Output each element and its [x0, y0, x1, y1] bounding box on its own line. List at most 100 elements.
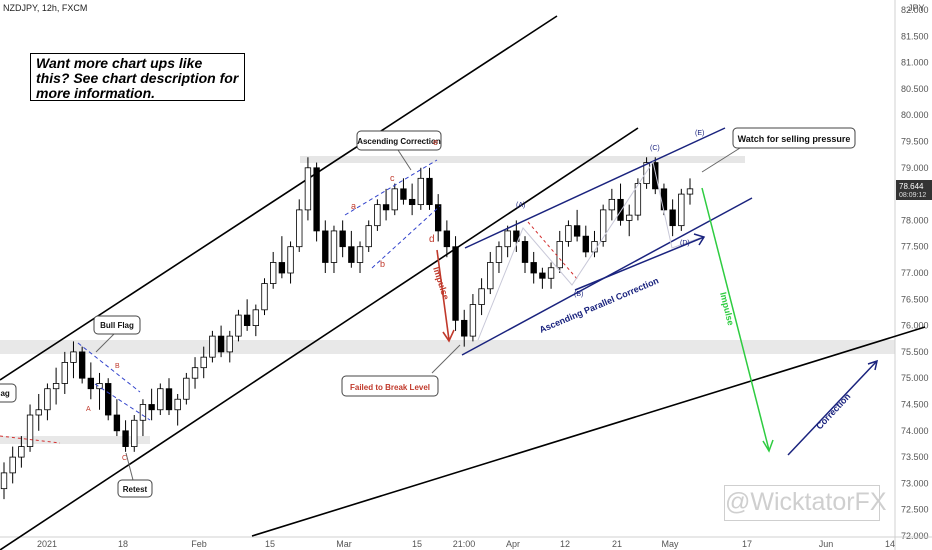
candle-up [643, 162, 650, 184]
retest-label: Retest [123, 485, 148, 494]
candle-up [44, 388, 51, 411]
candle-up [26, 414, 34, 447]
price-tick-label: 74.000 [901, 426, 929, 436]
apc-arrow [574, 236, 705, 291]
candle-up [391, 188, 398, 211]
candle-up [626, 214, 633, 221]
sub-a: a [351, 201, 356, 211]
bull-flag-box [93, 315, 141, 335]
failed-label: Failed to Break Level [350, 383, 430, 392]
retest-pointer [125, 452, 134, 481]
chart-title: NZDJPY, 12h, FXCM [3, 3, 87, 13]
price-tick-label: 72.000 [901, 531, 929, 541]
candle-up [35, 409, 42, 416]
candle-down [539, 272, 546, 279]
candle-up [70, 351, 77, 363]
candle-down [382, 204, 390, 211]
lower-trend-line [251, 326, 926, 537]
time-tick-label: 21:00 [453, 539, 476, 549]
wave-A: (A) [516, 202, 525, 209]
time-tick-label: May [661, 539, 679, 549]
candle-up [304, 167, 312, 211]
candle-up [556, 241, 563, 269]
wave-C: (C) [650, 145, 660, 152]
candle-up [487, 262, 494, 290]
apc-arrow-head [693, 233, 706, 246]
price-tick-label: 72.500 [901, 505, 929, 515]
price-tick-label: 80.500 [901, 84, 929, 94]
candle-down [617, 198, 624, 221]
candle-down [278, 262, 286, 274]
price-tick-label: 76.000 [901, 321, 929, 331]
candle-up [226, 335, 233, 353]
price-tick-label: 77.500 [901, 242, 929, 252]
flag-label: lag [0, 389, 10, 398]
candle-up [139, 404, 147, 421]
price-tick-label: 77.000 [901, 268, 929, 278]
asc-correction-box [356, 130, 442, 151]
price-tick-label: 79.500 [901, 137, 929, 147]
info-note: Want more chart ups like this? See chart… [30, 53, 245, 101]
candle-down [461, 319, 468, 337]
candle-down [122, 430, 129, 447]
time-tick-label: 15 [412, 539, 422, 549]
candle-up [478, 288, 485, 305]
apc-top-line [464, 127, 726, 249]
time-tick-label: 17 [742, 539, 752, 549]
flag-box [0, 383, 17, 403]
candle-down [434, 204, 442, 232]
candle-up [174, 398, 181, 411]
candle-up [252, 309, 260, 327]
red-dash-2 [527, 221, 579, 281]
sub-e: e [433, 137, 438, 147]
candle-down [408, 198, 416, 206]
watermark: @WicktatorFX [724, 485, 887, 521]
candle-up [365, 225, 372, 248]
support-zone [0, 340, 895, 354]
candle-down [660, 188, 668, 211]
candle-up [469, 304, 477, 337]
candle-down [313, 167, 320, 232]
correction-label: Correction [814, 391, 852, 431]
price-tick-label: 78.000 [901, 215, 929, 225]
sub-c: c [390, 173, 395, 183]
candle-down [452, 246, 459, 321]
price-tick-label: 75.000 [901, 373, 929, 383]
correction-arrow [787, 361, 877, 456]
price-tick-label: 73.500 [901, 452, 929, 462]
mid-channel-line [0, 127, 639, 550]
price-tick-label: 74.500 [901, 400, 929, 410]
watch-pointer [701, 147, 741, 173]
candle-up [9, 456, 16, 474]
candle-up [191, 367, 199, 379]
price-axis: 82.000 81.500 81.000 80.500 80.000 79.500 79.0… [901, 5, 929, 541]
price-tick-label: 81.000 [901, 58, 929, 68]
price-tick-label: 82.000 [901, 5, 929, 15]
candle-up [209, 335, 216, 358]
candle-up [61, 362, 68, 384]
candle-up [52, 383, 60, 390]
candle-down [148, 404, 155, 411]
candle-up [678, 193, 685, 227]
candle-up [634, 183, 642, 216]
impulse-red-label: Impulse [431, 266, 451, 301]
bull-flag-label: Bull Flag [100, 321, 134, 330]
time-axis: 2021 18 Feb 15 Mar 15 21:00 Apr 12 21 May 17 Jun 14 [0, 536, 932, 549]
apc-label: Ascending Parallel Correction [538, 275, 660, 334]
watch-label: Watch for selling pressure [738, 134, 851, 144]
candle-up [183, 377, 190, 400]
bull-flag-bottom [94, 383, 151, 421]
time-tick-label: 12 [560, 539, 570, 549]
sub-b: b [380, 259, 385, 269]
red-dash-1 [0, 435, 61, 444]
candle-down [87, 377, 95, 390]
candle-down [426, 177, 433, 206]
correction-arrow-head [867, 359, 879, 371]
price-tag [896, 180, 932, 200]
price-tick-label: 81.500 [901, 31, 929, 41]
candle-down [669, 209, 676, 227]
candle-up [565, 225, 572, 242]
impulse-green-arrow [701, 187, 770, 451]
candle-down [652, 162, 659, 190]
